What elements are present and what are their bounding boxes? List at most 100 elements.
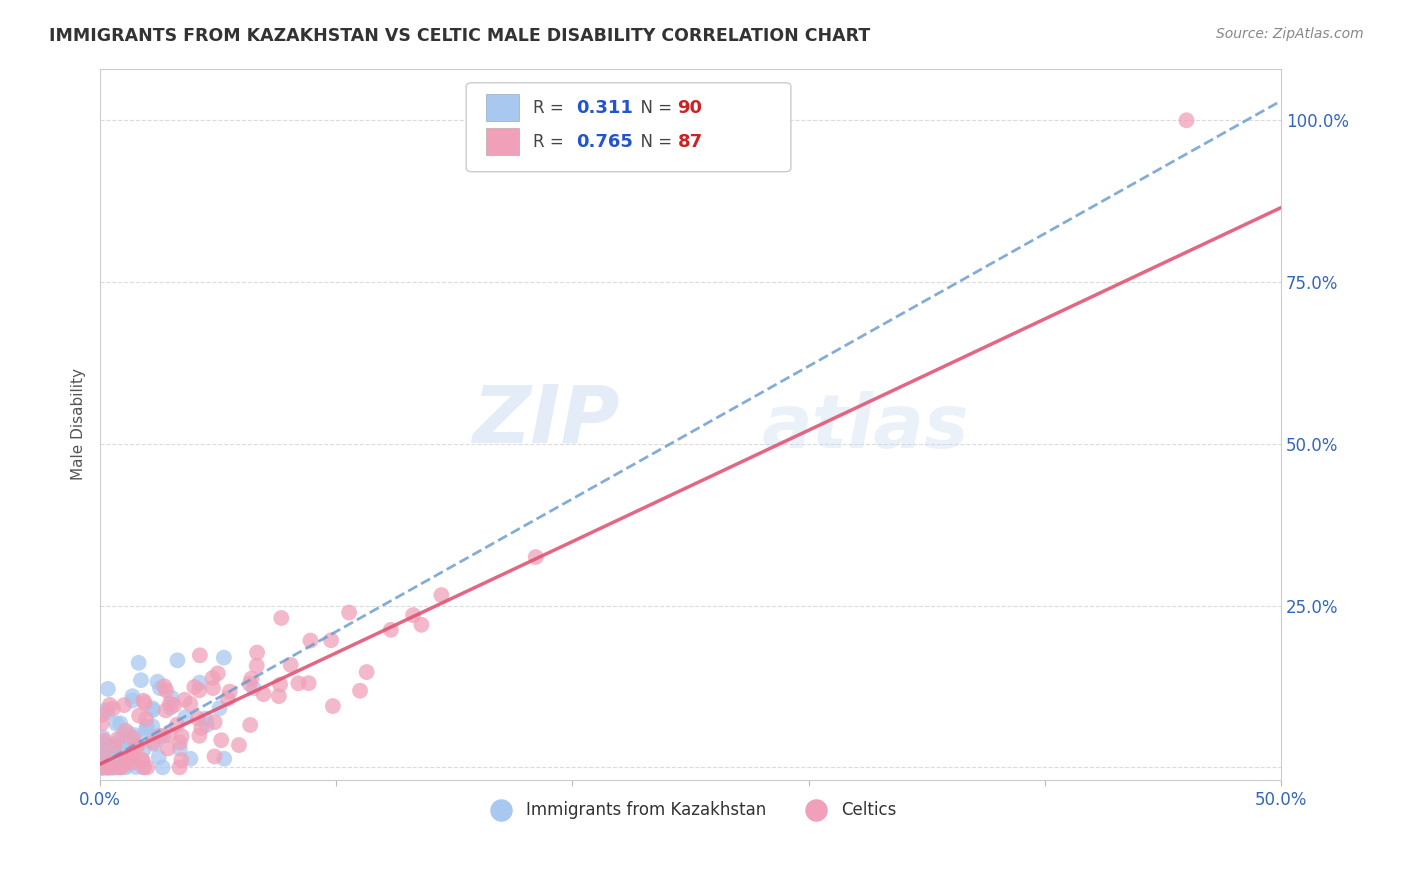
Point <box>146 674 169 689</box>
Point <box>356 665 378 679</box>
Text: N =: N = <box>630 133 678 151</box>
Point <box>110 760 132 774</box>
Point <box>239 718 262 732</box>
Point <box>111 729 134 743</box>
Text: N =: N = <box>630 99 678 117</box>
FancyBboxPatch shape <box>486 95 519 121</box>
Point <box>159 700 181 714</box>
Point <box>94 755 117 769</box>
Point <box>90 716 112 731</box>
Point <box>402 608 425 623</box>
Point <box>122 751 145 765</box>
Point <box>112 757 135 772</box>
Point <box>104 746 127 760</box>
Point <box>101 760 124 774</box>
Point <box>148 750 170 764</box>
Point <box>142 735 165 749</box>
Point <box>103 760 125 774</box>
Point <box>93 742 115 756</box>
Point <box>149 681 172 696</box>
Point <box>183 680 205 694</box>
Point <box>103 741 125 756</box>
Point <box>208 701 231 715</box>
Point <box>101 755 124 769</box>
Point <box>337 606 360 620</box>
Point <box>179 697 201 711</box>
Point <box>90 747 112 762</box>
Point <box>209 733 232 747</box>
Point <box>287 676 309 690</box>
Point <box>142 703 165 717</box>
Point <box>155 683 177 698</box>
Point <box>155 703 177 717</box>
Point <box>93 736 115 750</box>
Point <box>118 752 141 766</box>
Point <box>107 732 129 747</box>
Point <box>97 760 120 774</box>
Point <box>218 684 240 698</box>
Point <box>135 719 157 733</box>
Point <box>131 753 153 767</box>
Text: 0.765: 0.765 <box>576 133 633 151</box>
Point <box>252 687 274 701</box>
Point <box>94 760 117 774</box>
Point <box>127 739 149 754</box>
Point <box>132 760 155 774</box>
Point <box>115 758 138 772</box>
Point <box>121 736 143 750</box>
Point <box>103 739 125 753</box>
Point <box>120 748 142 763</box>
Point <box>170 753 193 767</box>
Point <box>128 656 150 670</box>
Text: R =: R = <box>533 133 569 151</box>
Legend: Immigrants from Kazakhstan, Celtics: Immigrants from Kazakhstan, Celtics <box>478 794 904 825</box>
Point <box>121 689 143 703</box>
Point <box>124 728 146 742</box>
Point <box>94 703 117 717</box>
Point <box>246 646 269 660</box>
Point <box>132 760 155 774</box>
Point <box>91 760 114 774</box>
Point <box>207 666 229 681</box>
Point <box>91 760 114 774</box>
Point <box>122 756 145 770</box>
Point <box>159 697 181 711</box>
Point <box>201 681 224 695</box>
Point <box>188 675 211 690</box>
Point <box>242 681 264 696</box>
Y-axis label: Male Disability: Male Disability <box>72 368 86 481</box>
Point <box>110 739 132 754</box>
Text: IMMIGRANTS FROM KAZAKHSTAN VS CELTIC MALE DISABILITY CORRELATION CHART: IMMIGRANTS FROM KAZAKHSTAN VS CELTIC MAL… <box>49 27 870 45</box>
Point <box>131 753 153 767</box>
Point <box>96 706 118 720</box>
Point <box>125 739 148 753</box>
FancyBboxPatch shape <box>467 83 792 172</box>
Point <box>108 716 131 731</box>
Point <box>187 711 209 725</box>
Point <box>111 760 134 774</box>
Point <box>160 690 183 705</box>
Point <box>115 753 138 767</box>
Point <box>112 698 135 712</box>
Point <box>269 677 291 691</box>
Point <box>114 723 136 738</box>
Point <box>98 760 121 774</box>
Point <box>101 739 124 754</box>
Point <box>188 648 211 663</box>
Text: R =: R = <box>533 99 569 117</box>
Point <box>169 760 191 774</box>
Point <box>121 756 143 770</box>
Point <box>129 673 152 688</box>
Point <box>100 760 122 774</box>
Point <box>97 740 120 755</box>
Point <box>163 698 186 713</box>
Point <box>90 760 112 774</box>
Point <box>135 725 157 739</box>
Point <box>104 760 127 774</box>
Point <box>152 760 174 774</box>
Point <box>103 756 125 770</box>
Point <box>121 693 143 707</box>
Point <box>246 658 269 673</box>
Point <box>267 689 290 703</box>
Text: 0.311: 0.311 <box>576 99 633 117</box>
